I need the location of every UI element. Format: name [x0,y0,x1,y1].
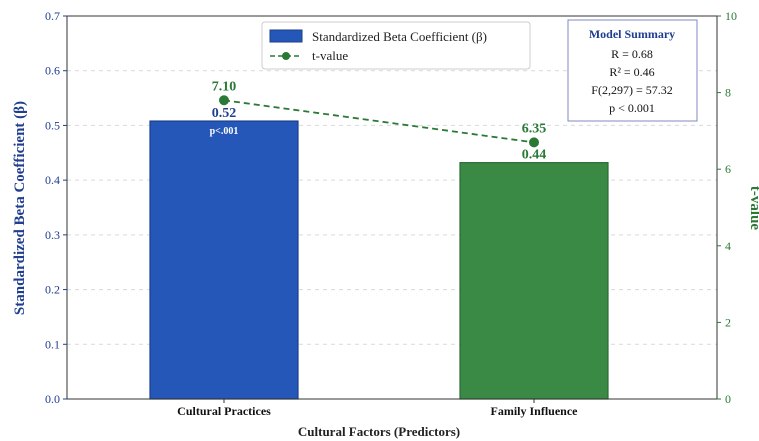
bar [149,120,299,400]
t-value-point [219,95,229,106]
legend-line-marker [282,52,290,60]
t-value-line-group [219,95,539,148]
bars [149,120,609,400]
t-value-point [529,137,539,148]
legend-label-beta: Standardized Beta Coefficient (β) [312,29,487,44]
t-value-label: 6.35 [522,121,547,136]
legend-bar-swatch [269,29,303,43]
y2-tick-label: 8 [725,86,731,100]
y-tick-label: 0.2 [45,283,60,297]
bar-value-label: 0.52 [212,106,237,121]
legend-box [261,21,531,70]
y-tick-label: 0.5 [45,118,60,132]
model-summary-line: p < 0.001 [609,101,655,115]
bar-value-label: 0.44 [522,148,547,163]
bar-annotation: p<.001 [210,126,239,137]
x-tick-label: Family Influence [491,404,579,418]
y-tick-label: 0.7 [45,9,60,23]
x-axis-label: Cultural Factors (Predictors) [298,424,460,439]
model-summary-box [567,19,698,122]
t-value-line [223,99,535,144]
y-tick-label: 0.4 [45,173,60,187]
model-summary-line: F(2,297) = 57.32 [591,83,672,97]
model-summary-line: R² = 0.46 [609,65,654,79]
axes: 0.0 0.1 0.2 0.3 0.4 0.5 0.6 0.7 0 2 4 6 8 10 Cultural … [45,9,737,418]
bar [459,162,609,400]
y2-tick-label: 4 [725,239,731,253]
y-tick-label: 0.3 [45,228,60,242]
y2-tick-label: 6 [725,162,731,176]
model-summary: Model Summary R = 0.68 R² = 0.46 F(2,297… [567,19,698,122]
model-summary-title: Model Summary [589,27,675,41]
model-summary-line: R = 0.68 [611,47,653,61]
y2-axis-label: t-value [747,186,759,231]
y-tick-label: 0.6 [45,64,60,78]
y-tick-label: 0.0 [45,392,60,406]
legend: Standardized Beta Coefficient (β) t-valu… [261,21,531,70]
y2-tick-label: 2 [725,315,731,329]
labels: 0.52 0.44 p<.001 7.10 6.35 [210,79,547,162]
y2-tick-label: 10 [725,9,737,23]
y-tick-label: 0.1 [45,337,60,351]
y2-tick-label: 0 [725,392,731,406]
x-tick-label: Cultural Practices [177,404,271,418]
legend-label-t: t-value [312,48,348,63]
t-value-label: 7.10 [212,79,237,94]
y-axis-label: Standardized Beta Coefficient (β) [12,101,28,315]
